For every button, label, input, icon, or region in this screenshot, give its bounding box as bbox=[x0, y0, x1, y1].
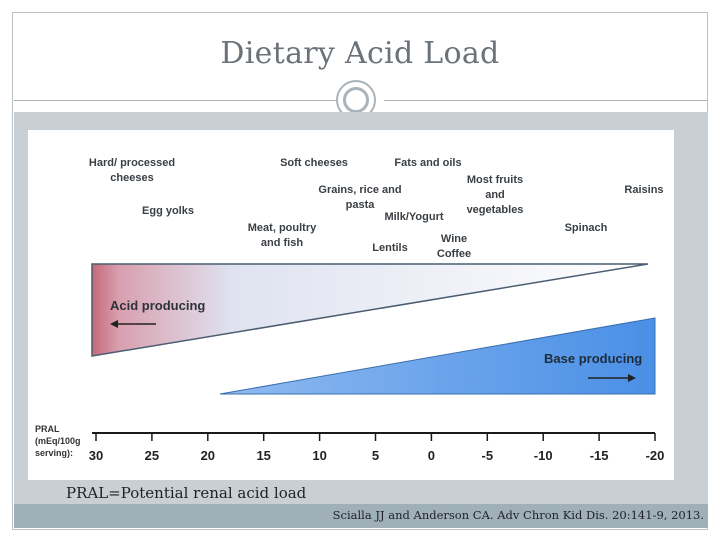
food-lentils: Lentils bbox=[372, 242, 408, 254]
food-raisins: Raisins bbox=[624, 184, 664, 196]
pral-label-line1: PRAL bbox=[35, 424, 60, 434]
pral-tick-label: 30 bbox=[89, 448, 103, 463]
food-spinach: Spinach bbox=[564, 222, 608, 234]
title-rule-right bbox=[384, 100, 708, 101]
citation: Scialla JJ and Anderson CA. Adv Chron Ki… bbox=[332, 508, 704, 522]
pral-label-line3: serving): bbox=[35, 448, 73, 458]
base-label: Base producing bbox=[544, 351, 642, 366]
food-hard-cheeses: Hard/ processed cheeses bbox=[88, 157, 176, 184]
pral-caption: PRAL=Potential renal acid load bbox=[66, 484, 307, 502]
pral-tick-label: 0 bbox=[428, 448, 435, 463]
acid-wedge bbox=[91, 263, 649, 357]
pral-tick-label: 10 bbox=[312, 448, 326, 463]
base-wedge bbox=[219, 317, 656, 395]
food-milk-yogurt: Milk/Yogurt bbox=[384, 211, 444, 223]
pral-label-line2: (mEq/100g bbox=[35, 436, 81, 446]
pral-tick-label: -5 bbox=[482, 448, 494, 463]
title-rule-left bbox=[14, 100, 336, 101]
footer-bar bbox=[14, 504, 708, 528]
acid-label: Acid producing bbox=[110, 298, 205, 313]
pral-tick-label: 25 bbox=[145, 448, 159, 463]
food-egg-yolks: Egg yolks bbox=[142, 205, 194, 217]
pral-tick-label: 5 bbox=[372, 448, 379, 463]
pral-tick-label: -20 bbox=[646, 448, 665, 463]
slide-title: Dietary Acid Load bbox=[220, 36, 500, 71]
pral-tick-label: 20 bbox=[201, 448, 215, 463]
base-arrow-head bbox=[628, 374, 636, 382]
pral-tick-label: -10 bbox=[534, 448, 553, 463]
food-fats-oils: Fats and oils bbox=[394, 157, 462, 169]
pral-tick-label: -15 bbox=[590, 448, 609, 463]
pral-figure: Acid producing Base producing 30 25 20 15 10… bbox=[28, 130, 674, 480]
pral-ticks: 30 25 20 15 10 5 0 -5 -10 -15 -20 bbox=[89, 433, 665, 463]
acid-arrow-head bbox=[110, 320, 118, 328]
pral-tick-label: 15 bbox=[256, 448, 270, 463]
pral-diagram: Acid producing Base producing 30 25 20 15 10… bbox=[35, 263, 665, 463]
food-grains: Grains, rice and pasta bbox=[318, 184, 402, 211]
food-meat: Meat, poultry and fish bbox=[247, 222, 317, 249]
food-wine-coffee: Wine Coffee bbox=[436, 233, 472, 260]
food-soft-cheeses: Soft cheeses bbox=[280, 157, 348, 169]
food-fruits-veg: Most fruits and vegetables bbox=[466, 174, 524, 216]
